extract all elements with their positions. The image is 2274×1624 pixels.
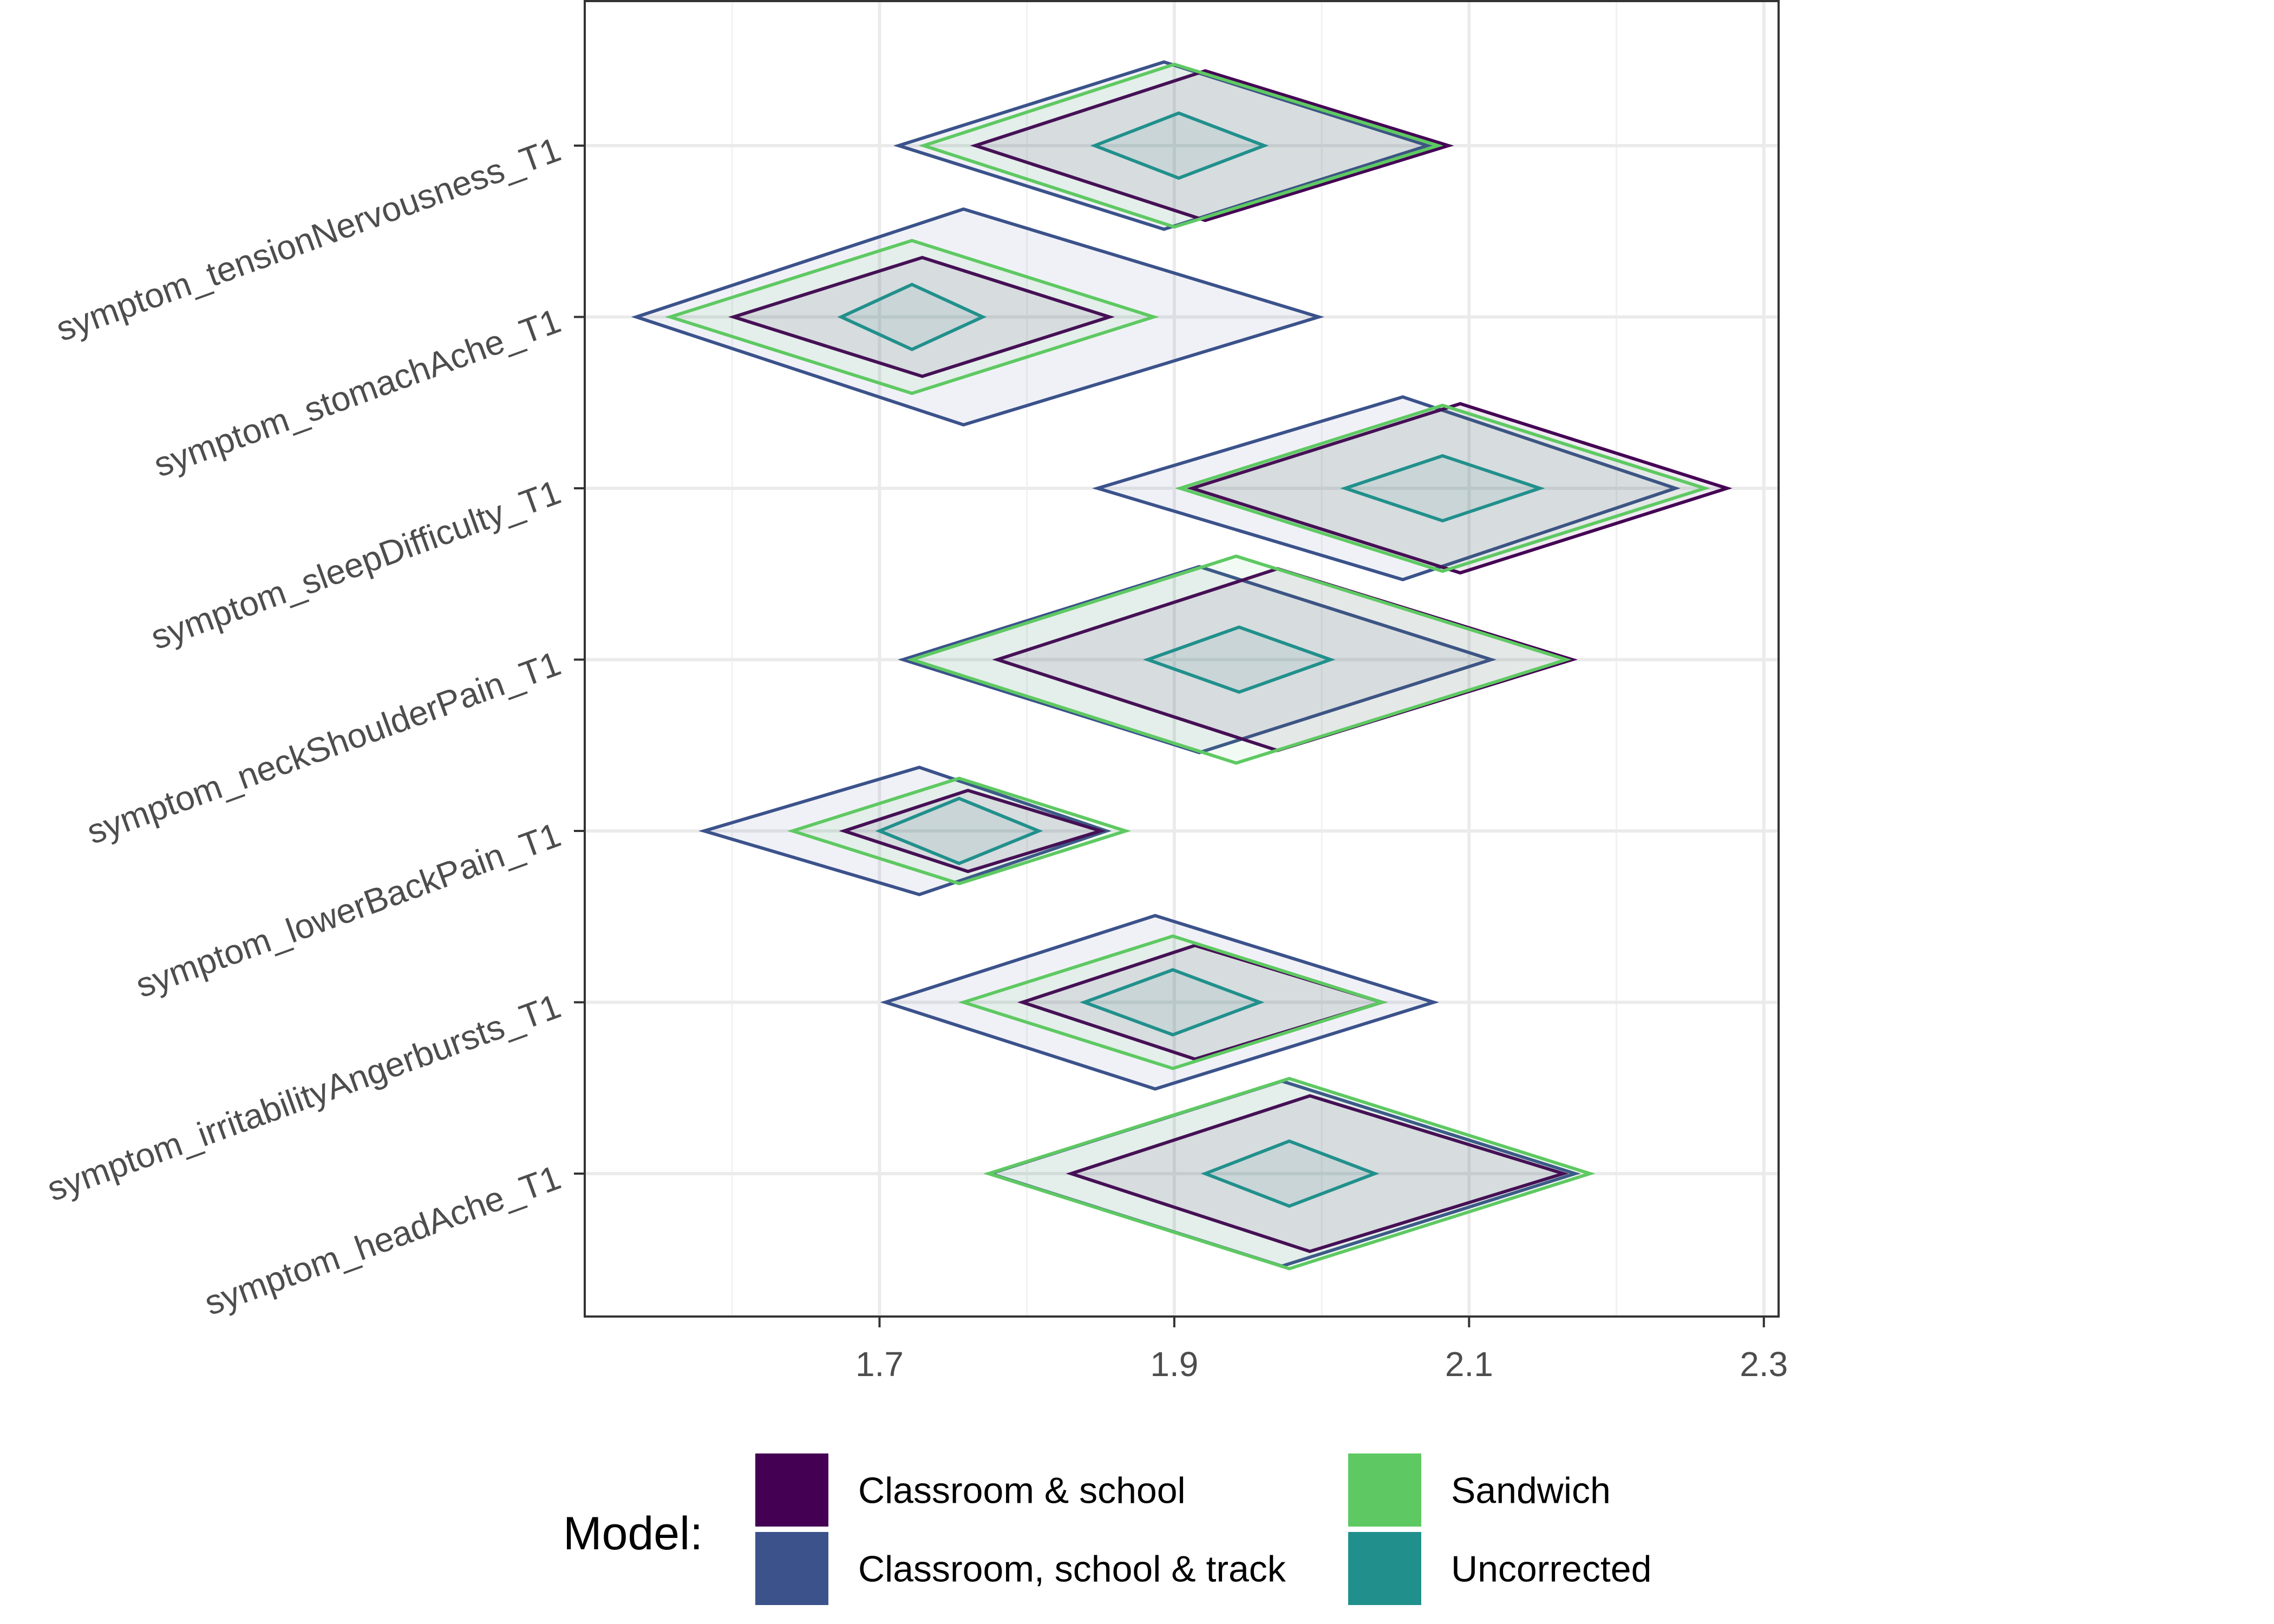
x-tick-label: 2.1 [1445, 1345, 1493, 1384]
diamond-classroom-school-symptom-neckshoulderpain-t1 [992, 567, 1578, 752]
legend-key-sandwich [1348, 1453, 1421, 1527]
diamond-classroom-school-symptom-lowerbackpain-t1 [839, 788, 1107, 874]
diamond-classroom-school-symptom-headache-t1 [1066, 1094, 1569, 1253]
diamond-uncorrected-symptom-sleepdifficulty-t1 [1340, 454, 1545, 523]
diamond-classroom-school-track-symptom-tensionnervousness-t1 [893, 60, 1434, 231]
legend-key-uncorrected [1348, 1532, 1421, 1605]
diamond-classroom-school-symptom-sleepdifficulty-t1 [1186, 402, 1733, 575]
legend: Model: Classroom & school Classroom, schoo… [563, 1453, 1651, 1605]
diamond-uncorrected-symptom-lowerbackpain-t1 [875, 796, 1043, 866]
diamond-uncorrected-symptom-tensionnervousness-t1 [1090, 111, 1269, 180]
legend-title: Model: [563, 1508, 703, 1560]
diamond-uncorrected-symptom-irritabilityangerbursts-t1 [1080, 968, 1265, 1037]
diamond-sandwich-symptom-headache-t1 [983, 1077, 1596, 1271]
x-axis: 1.7 1.9 2.1 2.3 [855, 1317, 1788, 1384]
diamond-uncorrected-symptom-headache-t1 [1200, 1139, 1380, 1208]
diamond-classroom-school-symptom-tensionnervousness-t1 [970, 69, 1454, 222]
diamond-classroom-school-symptom-stomachache-t1 [728, 256, 1115, 378]
legend-label-uncorrected: Uncorrected [1451, 1549, 1651, 1590]
x-tick-label: 1.9 [1150, 1345, 1198, 1384]
diamond-sandwich-symptom-stomachache-t1 [664, 239, 1159, 395]
x-tick-label: 1.7 [855, 1345, 904, 1384]
x-tick-label: 2.3 [1740, 1345, 1788, 1384]
diamond-classroom-school-track-symptom-sleepdifficulty-t1 [1092, 395, 1681, 581]
legend-label-sandwich: Sandwich [1451, 1470, 1611, 1511]
diamond-classroom-school-track-symptom-irritabilityangerbursts-t1 [880, 914, 1440, 1091]
legend-key-classroom-school [755, 1453, 828, 1527]
legend-label-classroom-school: Classroom & school [858, 1470, 1186, 1511]
diamond-marks [631, 60, 1733, 1271]
legend-label-classroom-school-track: Classroom, school & track [858, 1549, 1286, 1590]
diamond-classroom-school-track-symptom-lowerbackpain-t1 [698, 765, 1112, 896]
diamond-sandwich-symptom-tensionnervousness-t1 [918, 62, 1444, 229]
diamond-uncorrected-symptom-stomachache-t1 [837, 283, 987, 351]
legend-key-classroom-school-track [755, 1532, 828, 1605]
diamond-classroom-school-track-symptom-stomachache-t1 [631, 207, 1324, 427]
diamond-uncorrected-symptom-neckshoulderpain-t1 [1142, 625, 1336, 694]
diamond-sandwich-symptom-irritabilityangerbursts-t1 [958, 934, 1388, 1070]
diamond-classroom-school-track-symptom-neckshoulderpain-t1 [897, 565, 1497, 755]
diamond-sandwich-symptom-sleepdifficulty-t1 [1174, 403, 1710, 573]
diamond-sandwich-symptom-neckshoulderpain-t1 [906, 554, 1572, 765]
diamond-sandwich-symptom-lowerbackpain-t1 [787, 776, 1132, 886]
